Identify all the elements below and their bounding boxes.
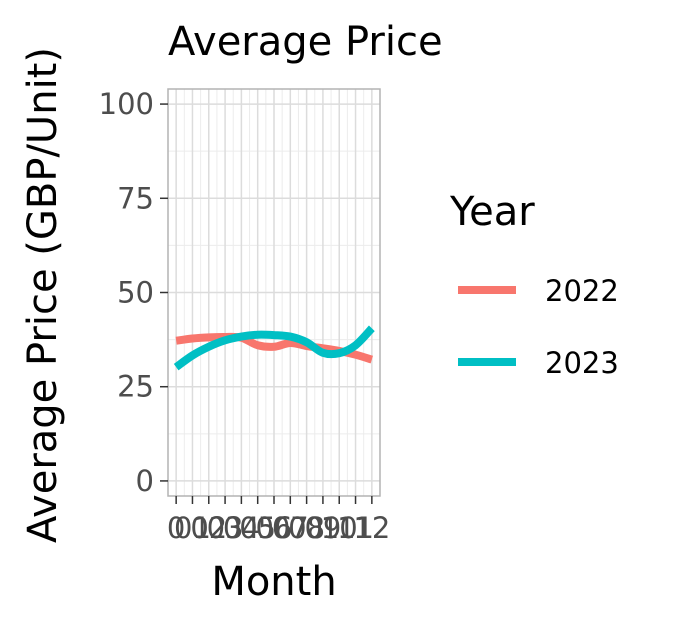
x-tick-label: 10 — [321, 511, 358, 545]
x-tick-label: 06 — [256, 511, 293, 545]
chart-title: Average Price — [168, 19, 443, 65]
y-axis: 0 25 50 75 100 — [99, 87, 168, 498]
x-tick-label: 11 — [337, 511, 374, 545]
legend-label-2022: 2022 — [545, 274, 619, 308]
series-layer — [173, 325, 375, 371]
x-tick-label: 09 — [304, 511, 341, 545]
x-tick-label: 05 — [239, 511, 276, 545]
legend: Year 2022 2023 — [449, 189, 619, 380]
x-tick-label: 02 — [190, 511, 227, 545]
x-tick-label: 08 — [288, 511, 325, 545]
y-tick-label: 100 — [99, 87, 154, 121]
x-tick-label: 0 — [167, 511, 185, 545]
x-tick-label: 01 — [174, 511, 211, 545]
y-tick-label: 75 — [117, 181, 154, 215]
x-tick-label: 03 — [207, 511, 244, 545]
x-axis-title: Month — [211, 559, 336, 605]
y-tick-label: 0 — [136, 464, 154, 498]
y-tick-label: 50 — [117, 276, 154, 310]
major-grid — [168, 89, 380, 496]
y-axis-title: Average Price (GBP/Unit) — [20, 47, 66, 543]
y-tick-label: 25 — [117, 370, 154, 404]
legend-label-2023: 2023 — [545, 346, 619, 380]
x-tick-label: 12 — [353, 511, 390, 545]
x-tick-label: 07 — [272, 511, 309, 545]
series-line-2023 — [173, 325, 375, 371]
x-tick-label: 04 — [223, 511, 260, 545]
legend-title: Year — [449, 189, 535, 235]
